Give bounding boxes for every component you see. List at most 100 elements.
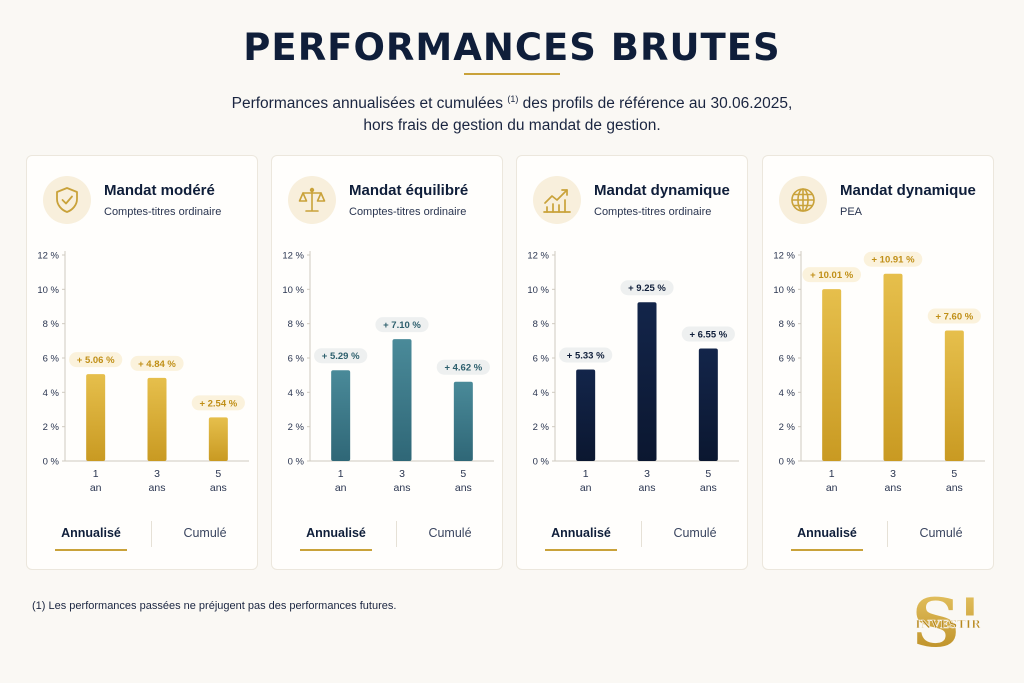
card-mandat-dynamique-pea: Mandat dynamique PEA 0 % 2 % 4 % 6 % 8 % 10 %…: [762, 155, 994, 570]
bar: [86, 374, 106, 461]
y-tick-label: 6 %: [43, 354, 60, 365]
bar: [147, 377, 167, 461]
x-tick-label: 3: [154, 468, 160, 480]
bar: [822, 289, 842, 461]
tab-annualise[interactable]: Annualisé: [286, 519, 386, 551]
value-label-pill: [436, 359, 490, 375]
value-label-pill: [375, 317, 429, 333]
tabs: Annualisé Cumulé: [763, 519, 993, 551]
value-label: + 4.62 %: [444, 363, 482, 374]
x-tick-label: an: [335, 482, 347, 494]
value-label: + 5.06 %: [77, 355, 115, 366]
card-subtitle: Comptes-titres ordinaire: [104, 206, 222, 218]
x-tick-label: 1: [829, 468, 835, 480]
y-tick-label: 2 %: [779, 422, 796, 433]
value-label: + 5.33 %: [567, 351, 605, 362]
y-tick-label: 8 %: [288, 319, 305, 330]
value-label-pill: [681, 326, 735, 342]
balance-scale-icon: [288, 176, 336, 224]
tab-annualise[interactable]: Annualisé: [41, 519, 141, 551]
y-tick-label: 4 %: [43, 388, 60, 399]
card-subtitle: PEA: [840, 206, 863, 218]
value-label-pill: [314, 348, 368, 364]
value-label-pill: [191, 395, 245, 411]
bar: [208, 417, 228, 461]
y-tick-label: 8 %: [533, 319, 550, 330]
card-mandat-equilibre: Mandat équilibré Comptes-titres ordinair…: [271, 155, 503, 570]
subtitle-text-line2: hors frais de gestion du mandat de gesti…: [363, 117, 661, 135]
investir-logo: S' INVESTIR: [912, 584, 981, 660]
x-tick-label: ans: [946, 482, 963, 494]
y-tick-label: 10 %: [37, 285, 59, 296]
value-label: + 5.29 %: [322, 351, 360, 362]
x-tick-label: ans: [700, 482, 717, 494]
tabs: Annualisé Cumulé: [27, 519, 257, 551]
value-label: + 2.54 %: [199, 398, 237, 409]
globe-icon: [779, 176, 827, 224]
page-title: PERFORMANCES BRUTES: [243, 26, 781, 69]
y-tick-label: 0 %: [779, 457, 796, 468]
value-label-pill: [802, 267, 861, 283]
card-title: Mandat dynamique: [840, 182, 976, 199]
bar-chart: 0 % 2 % 4 % 6 % 8 % 10 % 12 % + 5.06 % 1 an + 4.84…: [37, 251, 249, 494]
y-tick-label: 12 %: [773, 251, 795, 262]
tab-cumule[interactable]: Cumulé: [919, 526, 963, 540]
x-tick-label: an: [826, 482, 838, 494]
x-tick-label: 3: [399, 468, 405, 480]
x-tick-label: an: [580, 482, 592, 494]
y-tick-label: 12 %: [282, 251, 304, 262]
tabs: Annualisé Cumulé: [517, 519, 747, 551]
y-tick-label: 8 %: [779, 319, 796, 330]
y-tick-label: 12 %: [37, 251, 59, 262]
title-underline: [464, 73, 560, 75]
card-title: Mandat modéré: [104, 182, 215, 199]
bar: [331, 370, 351, 461]
x-tick-label: 1: [93, 468, 99, 480]
tabs: Annualisé Cumulé: [272, 519, 502, 551]
value-label-pill: [927, 308, 981, 324]
bar: [637, 302, 657, 461]
tab-divider: [641, 521, 642, 547]
value-label: + 10.01 %: [810, 270, 854, 281]
y-tick-label: 2 %: [43, 422, 60, 433]
card-subtitle: Comptes-titres ordinaire: [349, 206, 467, 218]
value-label-pill: [130, 355, 184, 371]
value-label: + 7.10 %: [383, 320, 421, 331]
x-tick-label: ans: [885, 482, 902, 494]
y-tick-label: 6 %: [533, 354, 550, 365]
y-tick-label: 2 %: [533, 422, 550, 433]
y-tick-label: 10 %: [773, 285, 795, 296]
x-tick-label: 5: [951, 468, 957, 480]
value-label: + 10.91 %: [871, 255, 915, 266]
x-tick-label: 5: [460, 468, 466, 480]
tab-cumule[interactable]: Cumulé: [428, 526, 472, 540]
y-tick-label: 10 %: [527, 285, 549, 296]
x-tick-label: 1: [583, 468, 589, 480]
bar: [698, 348, 718, 461]
tab-cumule[interactable]: Cumulé: [673, 526, 717, 540]
x-tick-label: an: [90, 482, 102, 494]
x-tick-label: ans: [394, 482, 411, 494]
tab-cumule[interactable]: Cumulé: [183, 526, 227, 540]
x-tick-label: 3: [890, 468, 896, 480]
card-mandat-modere: Mandat modéré Comptes-titres ordinaire 0…: [26, 155, 258, 570]
subtitle-text-b: des profils de référence au 30.06.2025,: [518, 95, 793, 113]
bar: [944, 330, 964, 461]
card-subtitle: Comptes-titres ordinaire: [594, 206, 712, 218]
y-tick-label: 0 %: [288, 457, 305, 468]
value-label-pill: [620, 280, 674, 296]
y-tick-label: 6 %: [288, 354, 305, 365]
card-title: Mandat équilibré: [349, 182, 469, 199]
tab-annualise[interactable]: Annualisé: [531, 519, 631, 551]
x-tick-label: 5: [705, 468, 711, 480]
tab-divider: [396, 521, 397, 547]
y-tick-label: 10 %: [282, 285, 304, 296]
y-tick-label: 4 %: [288, 388, 305, 399]
bar: [883, 273, 903, 461]
y-tick-label: 12 %: [527, 251, 549, 262]
tab-annualise[interactable]: Annualisé: [777, 519, 877, 551]
subtitle-footnote-ref: (1): [507, 94, 519, 104]
page-subtitle: Performances annualisées et cumulées (1)…: [0, 88, 1024, 137]
shield-check-icon: [43, 176, 91, 224]
y-tick-label: 2 %: [288, 422, 305, 433]
